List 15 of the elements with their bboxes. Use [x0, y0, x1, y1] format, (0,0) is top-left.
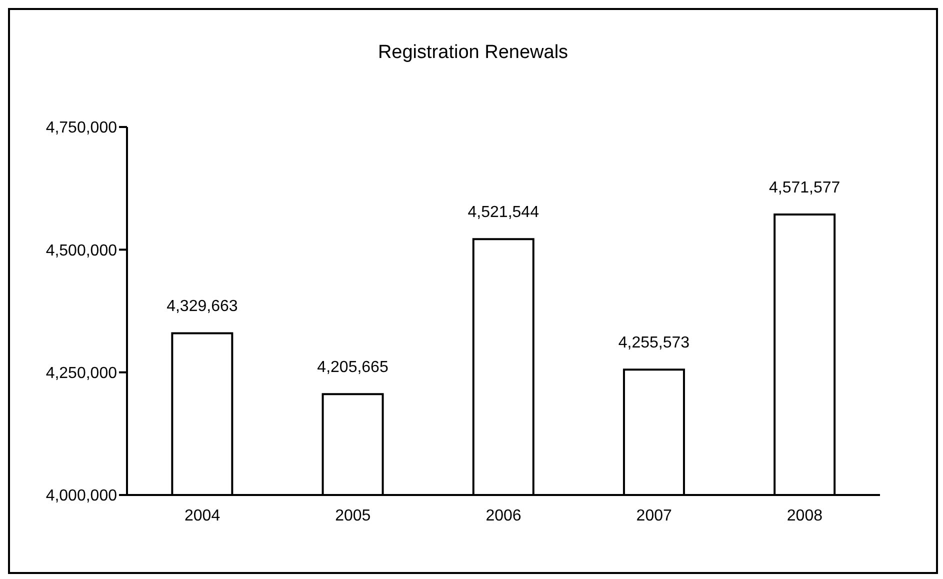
x-tick-label: 2007 [636, 507, 672, 524]
x-tick-label: 2006 [486, 507, 522, 524]
data-label: 4,521,544 [468, 204, 540, 222]
y-tick-label: 4,750,000 [46, 120, 118, 137]
y-tick-label: 4,500,000 [46, 242, 118, 260]
x-tick-label: 2008 [786, 507, 823, 524]
data-label: 4,205,665 [317, 359, 388, 376]
y-tick-label: 4,250,000 [46, 365, 118, 382]
y-tick-label: 4,000,000 [46, 488, 118, 505]
data-label: 4,329,663 [166, 298, 238, 316]
chart-title: Registration Renewals [376, 42, 570, 64]
x-tick-label: 2004 [184, 507, 220, 524]
data-label: 4,255,573 [618, 334, 690, 352]
x-tick-label: 2005 [335, 507, 371, 524]
data-label: 4,571,577 [768, 180, 840, 197]
